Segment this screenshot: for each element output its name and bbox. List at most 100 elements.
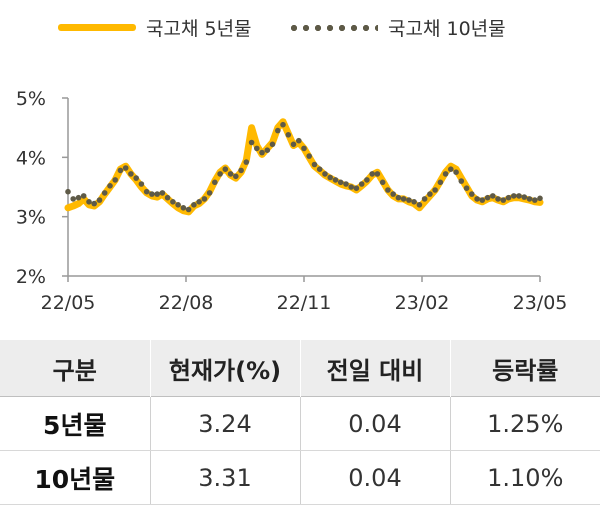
legend-swatch-10y xyxy=(288,23,378,32)
series-10y-point xyxy=(285,132,292,138)
y-tick-label: 3% xyxy=(16,207,46,229)
x-tick-label: 23/05 xyxy=(513,292,568,314)
series-10y-point xyxy=(406,197,412,203)
series-10y-point xyxy=(196,199,202,205)
series-10y-point xyxy=(154,191,160,197)
series-5y-line xyxy=(64,118,544,216)
series-10y-point xyxy=(290,141,297,148)
series-10y-point xyxy=(180,205,187,211)
series-10y-point xyxy=(421,196,428,202)
x-tick-label: 22/05 xyxy=(41,292,96,314)
series-10y-point xyxy=(516,193,522,199)
x-tick-label: 22/11 xyxy=(277,292,332,314)
series-10y-point xyxy=(227,171,234,177)
series-10y-point xyxy=(128,171,134,177)
series-10y-point xyxy=(490,193,496,199)
series-10y-point xyxy=(448,166,454,172)
legend-swatch-5y xyxy=(58,24,136,31)
series-10y-point xyxy=(122,165,129,171)
series-10y-point xyxy=(117,167,124,174)
series-10y-point xyxy=(474,196,480,202)
series-10y-point xyxy=(86,199,92,205)
table-row: 5년물 3.24 0.04 1.25% xyxy=(0,396,600,451)
y-tick-label: 2% xyxy=(16,266,46,288)
series-10y-point xyxy=(101,190,108,196)
day-change-cell: 0.04 xyxy=(299,450,450,505)
series-10y-point xyxy=(316,166,323,172)
change-rate-cell: 1.10% xyxy=(449,450,600,505)
series-10y-point xyxy=(301,145,307,152)
series-10y-point xyxy=(269,141,276,148)
series-10y-point xyxy=(306,153,313,159)
header-change-rate: 등락률 xyxy=(449,340,600,397)
series-10y-point xyxy=(75,194,82,201)
header-category: 구분 xyxy=(0,340,150,397)
day-change-cell: 0.04 xyxy=(299,396,450,451)
series-10y-point xyxy=(469,191,475,197)
series-10y-point xyxy=(353,185,360,191)
series-10y-point xyxy=(91,200,97,207)
chart-legend: 국고채 5년물 국고채 10년물 xyxy=(0,14,600,48)
row-label: 10년물 xyxy=(0,450,150,505)
x-tick-label: 22/08 xyxy=(159,292,214,314)
legend-label-10y: 국고채 10년물 xyxy=(388,18,506,40)
series-10y-point xyxy=(532,197,538,203)
series-10y-point xyxy=(80,193,87,199)
series-10y-point xyxy=(400,196,407,202)
series-10y-point xyxy=(458,178,465,184)
table-row: 10년물 3.31 0.04 1.10% xyxy=(0,450,600,505)
series-10y-point xyxy=(337,179,344,186)
series-10y-point xyxy=(112,177,118,183)
series-10y-point xyxy=(107,183,113,189)
series-10y-point xyxy=(495,196,501,202)
series-10y-point xyxy=(484,194,491,201)
series-10y-point xyxy=(432,187,438,193)
series-10y-point xyxy=(65,188,71,195)
legend-item-10y: 국고채 10년물 xyxy=(288,14,506,41)
series-10y-point xyxy=(275,127,281,134)
series-10y-point xyxy=(70,196,76,202)
series-10y-point xyxy=(416,202,423,208)
y-tick-label: 5% xyxy=(16,88,46,110)
series-10y-point xyxy=(374,171,381,177)
series-10y-point xyxy=(248,139,255,146)
series-10y-point xyxy=(511,193,517,199)
series-10y-point xyxy=(149,191,155,197)
series-10y-point xyxy=(280,121,286,128)
series-10y-point xyxy=(505,194,512,201)
header-current-price: 현재가(%) xyxy=(149,340,300,397)
series-10y-point xyxy=(479,197,486,203)
row-label: 5년물 xyxy=(0,396,150,451)
series-10y-point xyxy=(96,197,103,203)
x-tick-label: 23/02 xyxy=(395,292,450,314)
series-10y-point xyxy=(427,191,433,197)
table-header-row: 구분 현재가(%) 전일 대비 등락률 xyxy=(0,340,600,397)
series-10y-point xyxy=(369,171,376,177)
series-10y-point xyxy=(201,196,208,202)
series-10y-point xyxy=(233,173,239,180)
series-10y-point xyxy=(264,147,271,153)
series-10y-point xyxy=(411,199,417,205)
current-price-cell: 3.24 xyxy=(149,396,300,451)
series-10y-point xyxy=(206,190,213,196)
series-10y-point xyxy=(348,184,355,190)
series-10y-point xyxy=(537,195,543,202)
header-day-change: 전일 대비 xyxy=(299,340,450,397)
series-10y-point xyxy=(463,185,470,191)
series-10y-point xyxy=(259,149,265,156)
series-10y-point xyxy=(343,181,349,187)
series-10y-point xyxy=(243,159,250,165)
series-10y-point xyxy=(175,202,181,208)
series-10y-point xyxy=(222,166,229,172)
series-10y-point xyxy=(212,179,218,186)
series-10y-point xyxy=(253,145,260,152)
series-10y-point xyxy=(332,177,339,183)
series-10y-point xyxy=(442,171,449,177)
series-10y-point xyxy=(358,181,365,187)
series-10y-point xyxy=(437,179,444,186)
series-10y-point xyxy=(327,174,334,181)
series-10y-point xyxy=(191,202,197,208)
series-10y-point xyxy=(364,177,370,183)
legend-label-5y: 국고채 5년물 xyxy=(146,18,252,40)
series-10y-point xyxy=(322,171,328,177)
